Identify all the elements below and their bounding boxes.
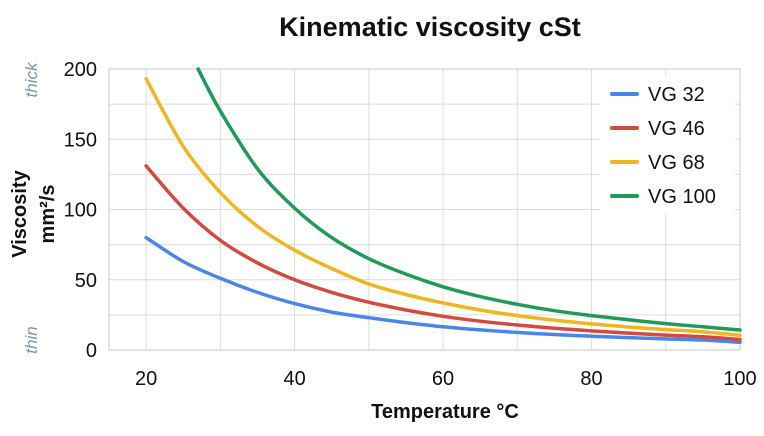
- y-tick-label: 100: [64, 200, 97, 222]
- legend-label-vg-46: VG 46: [648, 118, 705, 140]
- legend: VG 32 VG 46 VG 68 VG 100: [600, 76, 735, 214]
- series-line-vg-100: [196, 67, 742, 332]
- series-lines: [144, 67, 742, 345]
- y-tick-label: 150: [64, 129, 97, 151]
- x-axis-label: Temperature °C: [371, 401, 519, 423]
- series-line-vg-32: [144, 235, 742, 345]
- y-tick-label: 200: [64, 59, 97, 81]
- legend-label-vg-100: VG 100: [648, 186, 716, 208]
- y-axis-label-line1: Viscosity: [9, 169, 31, 257]
- x-tick-label: 20: [135, 368, 157, 390]
- legend-background: [600, 76, 735, 214]
- legend-label-vg-32: VG 32: [648, 84, 705, 106]
- x-tick-label: 80: [580, 368, 602, 390]
- x-tick-label: 40: [283, 368, 305, 390]
- y-tick-label: 0: [86, 340, 97, 362]
- plot-frame: [108, 68, 741, 351]
- x-tick-labels: 20 40 60 80 100: [135, 368, 757, 390]
- series-line-vg-68: [144, 77, 742, 337]
- side-label-thin: thin: [22, 326, 41, 353]
- side-label-thick: thick: [22, 61, 41, 97]
- y-axis-label-line2: mm²/s: [37, 185, 59, 244]
- y-tick-label: 50: [75, 270, 97, 292]
- y-tick-labels: 0 50 100 150 200: [64, 59, 97, 362]
- gridlines: [109, 69, 740, 350]
- series-line-vg-46: [144, 164, 742, 342]
- chart-title: Kinematic viscosity cSt: [279, 12, 581, 42]
- x-tick-label: 60: [432, 368, 454, 390]
- legend-label-vg-68: VG 68: [648, 152, 705, 174]
- x-tick-label: 100: [723, 368, 756, 390]
